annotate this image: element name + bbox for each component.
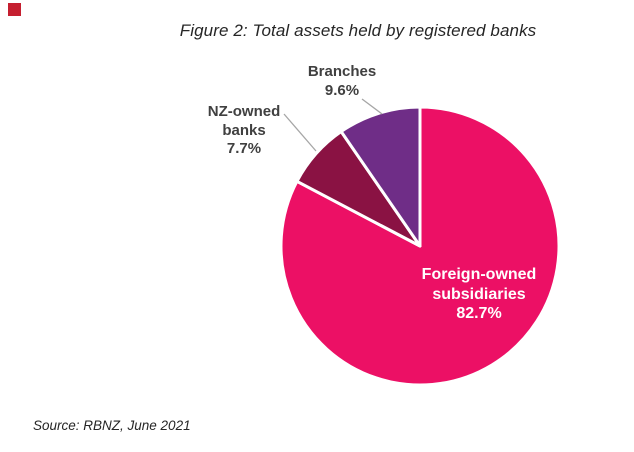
branches-label-pct: 9.6% [324,82,360,99]
nz-owned-leader-line [283,113,317,152]
foreign-owned-label: Foreign-owned subsidiaries 82.7% [404,265,554,324]
branches-leader-line [361,98,383,115]
nz-label-line1: NZ-owned [207,103,281,120]
pie-slice-branches [339,105,422,248]
nz-label-line2: banks [222,121,266,139]
chart-title: Figure 2: Total assets held by registere… [179,21,537,40]
pie-slices [279,105,561,387]
source-note: Source: RBNZ, June 2021 [33,418,191,433]
page-corner-marker [8,3,21,16]
branches-label-name: Branches [307,63,377,80]
branches-label: Branches 9.6% [292,62,392,100]
nz-label-pct: 7.7% [226,140,262,157]
foreign-label-line2: subsidiaries [432,285,526,303]
foreign-label-pct: 82.7% [456,305,502,322]
nz-owned-banks-label: NZ-owned banks 7.7% [194,103,294,159]
foreign-label-line1: Foreign-owned [421,266,537,283]
